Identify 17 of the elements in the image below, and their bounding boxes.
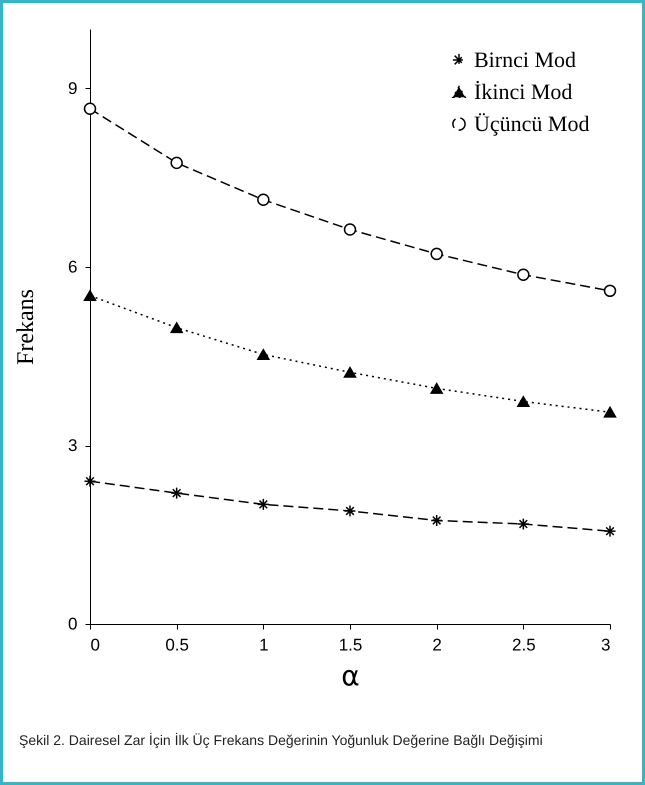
x-tick-label: 0.5 bbox=[165, 636, 189, 654]
y-tick-label: 3 bbox=[68, 436, 78, 455]
x-tick-label: 1 bbox=[259, 636, 269, 654]
legend-label: Üçüncü Mod bbox=[474, 111, 590, 136]
y-tick-label: 6 bbox=[68, 258, 78, 276]
x-axis-title: α bbox=[341, 660, 360, 692]
y-axis-title: Frekans bbox=[13, 289, 40, 365]
x-tick-label: 2 bbox=[432, 636, 442, 654]
text: Şekil 2. Dairesel Zar İçin İlk Üç Frekans Değerinin Yoğunluk Değerine Bağlı Değişimi bbox=[19, 731, 544, 749]
x-tick-label: 0 bbox=[90, 636, 100, 654]
legend-label: Birnci Mod bbox=[474, 47, 576, 72]
legend-label: İkinci Mod bbox=[474, 79, 572, 104]
y-tick-label: 0 bbox=[68, 614, 78, 634]
x-tick-label: 3 bbox=[601, 636, 610, 654]
x-tick-label: 2.5 bbox=[512, 636, 536, 654]
y-tick-label: 9 bbox=[68, 79, 78, 98]
x-tick-label: 1.5 bbox=[338, 636, 362, 654]
